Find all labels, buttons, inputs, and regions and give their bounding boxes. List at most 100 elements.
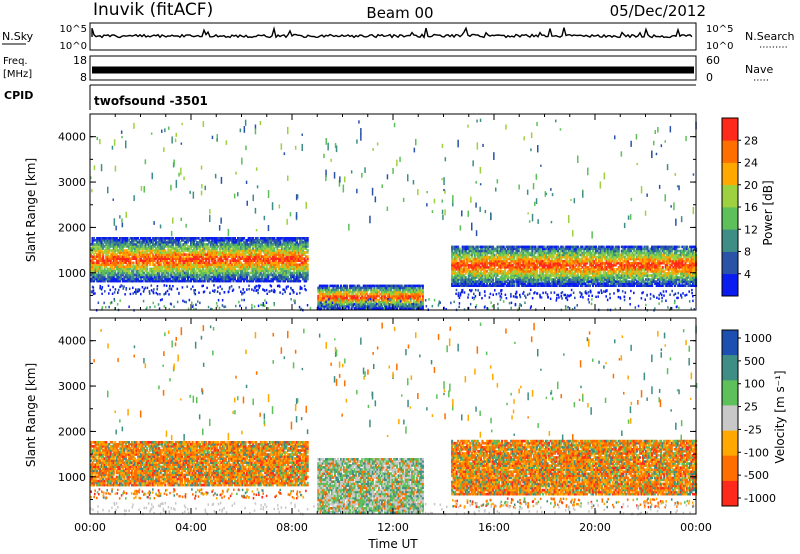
echo-cell [318, 284, 321, 288]
echo-cell [120, 251, 123, 254]
echo-cell [149, 261, 152, 265]
echo-cell [487, 245, 490, 249]
echo-cell [124, 273, 127, 277]
echo-cell [185, 263, 188, 267]
echo-cell [501, 263, 504, 267]
echo-cell [487, 255, 490, 259]
echo-cell [520, 270, 523, 273]
echo-cell [93, 243, 96, 246]
echo-cell [256, 267, 259, 271]
echo-cell [359, 292, 362, 296]
echo-cell [299, 287, 302, 291]
echo-cell [481, 268, 484, 271]
echo-cell [265, 267, 268, 271]
echo-cell [409, 303, 412, 306]
echo-cell [163, 293, 165, 296]
echo-cell [118, 263, 121, 267]
echo-cell [293, 269, 296, 273]
echo-cell [299, 265, 302, 269]
echo-cell [149, 253, 152, 256]
echo-cell [100, 263, 103, 267]
echo-cell [532, 280, 535, 283]
echo-cell [100, 265, 103, 269]
echo-cell [215, 279, 218, 283]
echo-cell [174, 243, 177, 246]
echo-cell [406, 292, 409, 296]
echo-cell [528, 278, 531, 281]
echo-cell [212, 241, 215, 244]
echo-cell [182, 249, 185, 252]
echo-cell [318, 292, 321, 296]
echo-cell [323, 296, 326, 300]
echo-cell [146, 286, 149, 290]
echo-cell [485, 257, 488, 261]
echo-cell [513, 280, 516, 283]
echo-cell [276, 271, 279, 275]
echo-cell [523, 278, 526, 281]
echo-cell [199, 265, 202, 269]
echo-cell [353, 307, 356, 310]
echo-cell [208, 267, 211, 271]
echo-cell [338, 303, 341, 306]
echo-cell [268, 237, 271, 240]
echo-cell [545, 282, 548, 285]
echo-cell [111, 243, 114, 246]
echo-cell [249, 239, 252, 242]
echo-cell [394, 286, 397, 290]
echo-cell [273, 290, 276, 294]
echo-cell [132, 286, 134, 289]
echo-cell [318, 290, 321, 294]
echo-cell [534, 280, 537, 283]
echo-cell [470, 245, 473, 249]
echo-cell [418, 305, 421, 308]
echo-cell [548, 276, 551, 279]
echo-cell [94, 251, 97, 254]
echo-cell [371, 296, 374, 300]
echo-cell [461, 261, 464, 265]
echo-cell [249, 251, 252, 254]
echo-cell [414, 290, 417, 294]
echo-cell [340, 305, 343, 308]
cpid-value: twofsound -3501 [94, 94, 208, 108]
echo-cell [545, 272, 548, 275]
echo-cell [202, 249, 205, 252]
echo-cell [147, 239, 150, 242]
echo-cell [111, 267, 114, 271]
echo-cell [150, 241, 153, 244]
echo-cell [126, 269, 129, 273]
echo-cell [545, 253, 548, 257]
echo-cell [126, 271, 129, 275]
echo-cell [238, 249, 241, 252]
echo-cell [458, 263, 461, 267]
echo-cell [155, 237, 158, 240]
echo-cell [186, 285, 188, 288]
echo-cell [482, 251, 485, 255]
echo-cell [374, 296, 377, 300]
echo-cell [390, 296, 393, 300]
echo-cell [212, 279, 215, 283]
echo-cell [123, 265, 126, 269]
echo-cell [185, 273, 188, 277]
echo-cell [141, 259, 144, 262]
echo-cell [164, 237, 167, 240]
echo-cell [349, 294, 352, 298]
echo-cell [197, 241, 200, 244]
echo-cell [194, 269, 197, 273]
echo-cell [534, 268, 537, 271]
echo-cell [371, 290, 374, 294]
echo-cell [359, 305, 362, 308]
echo-cell [191, 273, 194, 277]
echo-cell [454, 259, 457, 263]
echo-cell [514, 272, 517, 275]
echo-cell [264, 243, 267, 246]
echo-cell [469, 284, 472, 287]
echo-cell [201, 284, 203, 288]
echo-cell [406, 307, 409, 310]
echo-cell [510, 261, 513, 265]
echo-cell [126, 239, 129, 242]
echo-cell [461, 270, 464, 273]
echo-cell [267, 259, 270, 262]
echo-cell [173, 257, 176, 260]
echo-cell [548, 253, 551, 257]
echo-cell [526, 255, 529, 259]
